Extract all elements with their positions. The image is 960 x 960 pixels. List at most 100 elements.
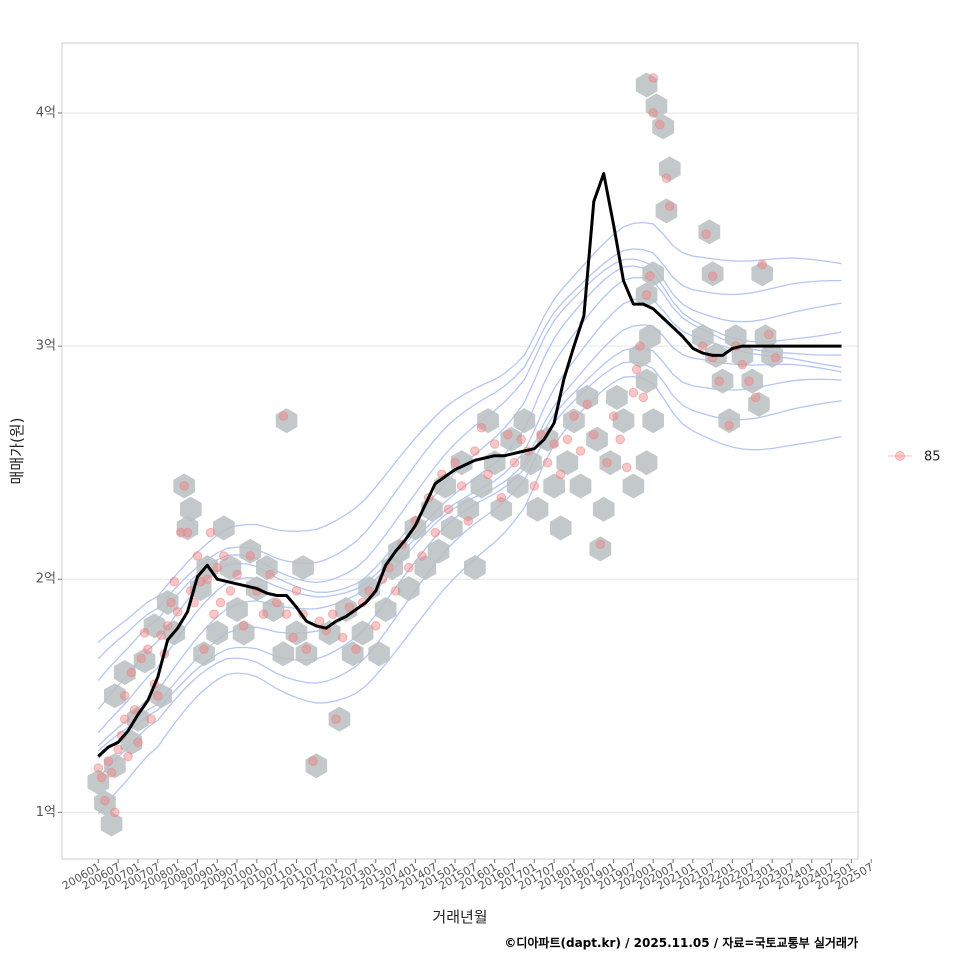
data-point-67: [390, 586, 401, 596]
data-point-13: [133, 737, 143, 748]
hexbin-13: [173, 473, 195, 499]
data-point-102: [621, 462, 632, 473]
hexbin-73: [599, 450, 622, 476]
hexbin-62: [526, 496, 549, 522]
hexbin-31: [292, 555, 314, 581]
data-point-59: [337, 632, 348, 643]
data-point-14: [136, 653, 147, 664]
data-point-93: [562, 434, 573, 445]
data-point-80: [476, 422, 487, 433]
data-point-23: [166, 597, 176, 608]
data-point-78: [463, 516, 474, 526]
data-point-48: [278, 411, 289, 421]
data-point-112: [661, 173, 672, 184]
data-point-22: [162, 621, 173, 631]
hexbin-28: [272, 641, 295, 667]
data-point-69: [404, 562, 414, 573]
data-point-88: [529, 481, 540, 491]
hexbin-37: [341, 641, 364, 667]
hexbin-35: [328, 706, 351, 732]
hexbin-4: [104, 683, 126, 709]
hexbin-38: [351, 620, 374, 646]
hexbin-1: [94, 790, 116, 816]
data-point-125: [764, 329, 774, 340]
data-point-64: [370, 621, 381, 631]
data-point-36: [209, 609, 219, 620]
hexbin-33: [305, 753, 328, 779]
hexbin-95: [725, 324, 747, 350]
hexbin-61: [520, 450, 542, 476]
data-point-49: [281, 609, 292, 620]
hexbin-5: [113, 660, 136, 685]
hexbin-58: [500, 426, 522, 452]
hexbin-48: [427, 538, 450, 564]
hexbin-88: [655, 198, 678, 224]
hexbin-71: [592, 496, 615, 522]
data-point-50: [288, 632, 299, 643]
data-point-4: [106, 767, 117, 778]
hexbin-11: [156, 590, 179, 615]
data-point-73: [430, 527, 441, 538]
hexbin-81: [639, 324, 661, 350]
data-point-106: [638, 392, 649, 403]
data-point-82: [489, 439, 500, 449]
data-point-76: [450, 457, 460, 468]
hexbin-76: [622, 473, 645, 499]
data-point-0: [93, 763, 104, 773]
density-contour-1: [97, 361, 842, 779]
data-point-103: [628, 387, 639, 398]
data-point-45: [258, 609, 269, 620]
data-point-86: [516, 434, 526, 445]
data-point-101: [615, 434, 625, 445]
data-point-105: [635, 341, 645, 351]
data-point-19: [152, 691, 163, 701]
data-point-15: [139, 628, 150, 638]
data-point-111: [655, 119, 665, 130]
data-point-61: [351, 644, 361, 654]
data-point-77: [456, 481, 467, 491]
hexbin-41: [374, 597, 397, 622]
y-tick-label-0: 1억: [36, 805, 56, 820]
data-point-38: [215, 597, 226, 608]
y-axis-ticks: 1억 2억 3억 4억: [36, 105, 62, 820]
hexbin-60: [513, 408, 536, 434]
data-point-122: [744, 376, 754, 386]
data-point-40: [225, 586, 236, 596]
hexbin-46: [414, 555, 437, 581]
data-point-110: [648, 73, 659, 83]
data-point-92: [555, 469, 566, 480]
y-axis-title: 매매가(원): [8, 418, 26, 485]
data-point-8: [119, 714, 130, 724]
hexbin-87: [658, 156, 681, 182]
data-point-34: [202, 574, 213, 585]
data-point-25: [172, 607, 183, 617]
hexbin-66: [556, 450, 579, 476]
data-point-98: [595, 539, 606, 550]
data-point-41: [232, 569, 242, 580]
hexbin-63: [536, 426, 559, 452]
data-point-53: [301, 644, 312, 654]
data-point-37: [212, 562, 223, 573]
data-point-11: [126, 667, 137, 678]
data-point-51: [291, 586, 302, 596]
data-point-24: [169, 576, 180, 587]
data-point-109: [648, 108, 659, 118]
data-point-81: [483, 469, 493, 480]
data-point-46: [265, 569, 275, 580]
trend-line: [97, 172, 842, 758]
data-point-3: [103, 756, 114, 766]
data-point-99: [602, 457, 612, 468]
data-point-20: [156, 630, 166, 640]
source-caption: ©디아파트(dapt.kr) / 2025.11.05 / 자료=국토교통부 실…: [504, 935, 858, 950]
hexbin-70: [586, 426, 608, 452]
data-point-113: [664, 201, 675, 211]
data-point-100: [608, 411, 619, 421]
legend: 85: [888, 450, 941, 465]
hexbin-50: [440, 515, 463, 541]
data-points: [93, 73, 781, 818]
data-point-71: [417, 551, 427, 561]
hexbin-10: [150, 683, 172, 709]
density-contour-5: [97, 276, 842, 734]
trend-line-layer: [97, 172, 842, 758]
data-point-85: [509, 457, 520, 468]
